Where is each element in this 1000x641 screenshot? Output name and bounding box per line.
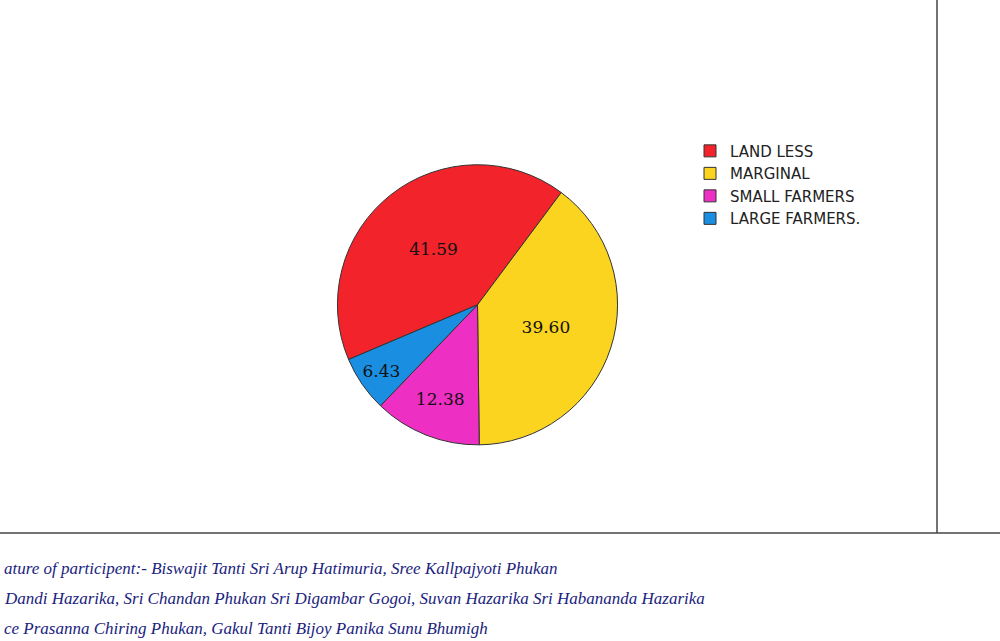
svg-text:LARGE FARMERS.: LARGE FARMERS.: [730, 210, 860, 228]
svg-text:Dandi Hazarika, Sri Chandan Ph: Dandi Hazarika, Sri Chandan Phukan Sri D…: [4, 589, 705, 608]
svg-text:39.60: 39.60: [522, 317, 571, 337]
svg-text:MARGINAL: MARGINAL: [730, 165, 810, 183]
svg-text:ce Prasanna Chiring Phukan, Ga: ce Prasanna Chiring Phukan, Gakul Tanti …: [4, 619, 488, 638]
svg-text:LAND LESS: LAND LESS: [730, 143, 813, 161]
svg-text:41.59: 41.59: [409, 239, 458, 259]
svg-text:12.38: 12.38: [416, 389, 465, 409]
svg-text:SMALL FARMERS: SMALL FARMERS: [730, 188, 855, 206]
svg-text:6.43: 6.43: [363, 361, 401, 381]
svg-text:ature of participent:- Biswaji: ature of participent:- Biswajit Tanti Sr…: [4, 559, 558, 578]
